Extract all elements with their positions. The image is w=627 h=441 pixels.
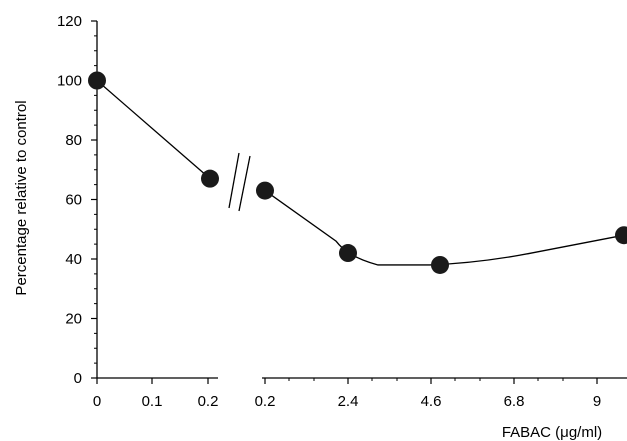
x-tick-label: 0.2 xyxy=(255,393,276,410)
x-tick-label: 6.8 xyxy=(504,393,525,410)
data-point xyxy=(88,71,106,90)
data-point xyxy=(431,255,449,274)
x-axis-title: FABAC (μg/ml) xyxy=(502,424,602,441)
x-tick-label: 2.4 xyxy=(338,393,359,410)
x-tick-label: 0.1 xyxy=(142,393,163,410)
y-tick-label: 40 xyxy=(65,251,82,268)
data-markers xyxy=(88,71,627,274)
series-line xyxy=(264,190,625,266)
axis-break-mark xyxy=(238,155,251,212)
data-point xyxy=(615,226,627,245)
series-line xyxy=(96,80,211,180)
data-point xyxy=(256,181,274,200)
y-tick-label: 20 xyxy=(65,311,82,328)
axis-break-mark xyxy=(228,152,240,209)
data-point xyxy=(339,244,357,263)
y-tick-label: 60 xyxy=(65,192,82,209)
data-point xyxy=(201,169,219,188)
y-tick-label: 100 xyxy=(57,73,82,90)
y-tick-label: 120 xyxy=(57,13,82,30)
ticks: 0 20 40 60 80 100 120 0 0.1 0.2 0.2 2.4 4.6 6.8 9 xyxy=(57,13,601,410)
y-axis-title: Percentage relative to control xyxy=(13,100,30,295)
x-tick-label: 0 xyxy=(93,393,101,410)
y-tick-label: 0 xyxy=(74,370,82,387)
axes xyxy=(96,21,627,379)
series-lines xyxy=(96,80,625,266)
x-tick-label: 4.6 xyxy=(421,393,442,410)
x-tick-label: 0.2 xyxy=(198,393,219,410)
y-tick-label: 80 xyxy=(65,132,82,149)
x-tick-label: 9 xyxy=(593,393,601,410)
